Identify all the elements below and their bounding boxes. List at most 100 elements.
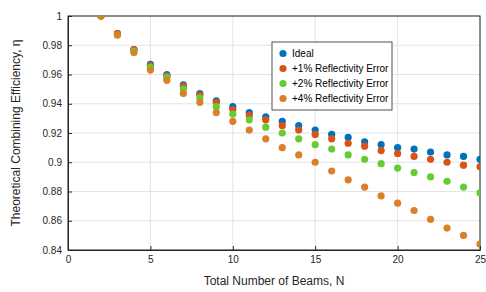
legend-label: Ideal [292, 48, 314, 59]
legend-label: +2% Reflectivity Error [292, 78, 389, 89]
y-tick-mark [68, 221, 72, 222]
legend-box [272, 42, 392, 110]
point [279, 144, 286, 151]
y-tick-label: 0.92 [43, 128, 63, 139]
plot-frame [68, 16, 480, 250]
y-tick-mark [68, 45, 72, 46]
x-tick-label: 20 [393, 254, 405, 265]
point [394, 150, 401, 157]
point [476, 163, 480, 170]
point [246, 116, 253, 123]
series [97, 16, 480, 197]
point [196, 99, 203, 106]
y-tick-mark [68, 75, 72, 76]
point [427, 216, 434, 223]
point [443, 151, 450, 158]
plot-background [68, 16, 480, 250]
point [262, 116, 269, 123]
x-tick-mark [233, 246, 234, 250]
point [427, 148, 434, 155]
point [361, 184, 368, 191]
y-tick-mark [68, 192, 72, 193]
y-tick-mark [68, 162, 72, 163]
legend-label: +1% Reflectivity Error [292, 63, 389, 74]
point [410, 207, 417, 214]
x-tick-label: 25 [475, 254, 486, 265]
point [443, 178, 450, 185]
grid-line-y [68, 133, 480, 134]
point [476, 241, 480, 248]
point [180, 90, 187, 97]
point [279, 122, 286, 129]
series [97, 16, 480, 170]
point [410, 145, 417, 152]
y-tick-label: 1 [56, 11, 62, 22]
x-tick: 5 [148, 246, 154, 265]
x-tick: 15 [310, 246, 322, 265]
x-axis: 0510152025 [66, 246, 486, 265]
point [147, 67, 154, 74]
point [345, 151, 352, 158]
point [262, 124, 269, 131]
series [97, 16, 480, 163]
point [279, 129, 286, 136]
point [378, 147, 385, 154]
legend-marker [279, 95, 286, 102]
x-tick: 10 [228, 246, 240, 265]
x-tick-label: 15 [310, 254, 322, 265]
y-tick-label: 0.94 [43, 98, 63, 109]
point [163, 77, 170, 84]
point [427, 173, 434, 180]
point [394, 165, 401, 172]
point [312, 159, 319, 166]
point [361, 143, 368, 150]
grid [68, 16, 480, 250]
point [345, 140, 352, 147]
y-tick-label: 0.9 [48, 157, 62, 168]
chart: 05101520250.840.860.880.90.920.940.960.9… [0, 0, 486, 292]
point [97, 16, 104, 20]
point [476, 156, 480, 163]
point [262, 135, 269, 142]
point [295, 135, 302, 142]
series [97, 16, 480, 248]
legend-marker [279, 50, 286, 57]
legend-label: +4% Reflectivity Error [292, 93, 389, 104]
y-axis-title: Theoretical Combining Efficiency, η [9, 40, 23, 227]
point [229, 110, 236, 117]
point [229, 118, 236, 125]
point [410, 153, 417, 160]
point [295, 126, 302, 133]
point [460, 162, 467, 169]
grid-line-y [68, 162, 480, 163]
point [361, 156, 368, 163]
point [443, 224, 450, 231]
legend-marker [279, 65, 286, 72]
y-tick-label: 0.88 [43, 186, 63, 197]
y-tick-label: 0.96 [43, 69, 63, 80]
point [97, 16, 104, 20]
point [328, 135, 335, 142]
grid-line-y [68, 191, 480, 192]
grid-line-y [68, 220, 480, 221]
y-tick-label: 0.84 [43, 245, 63, 256]
point [114, 31, 121, 38]
point [443, 159, 450, 166]
point [410, 169, 417, 176]
x-tick: 20 [393, 246, 405, 265]
y-tick-label: 0.86 [43, 215, 63, 226]
point [312, 141, 319, 148]
point [378, 192, 385, 199]
point [328, 145, 335, 152]
point [312, 131, 319, 138]
y-tick-mark [68, 133, 72, 134]
point [97, 16, 104, 20]
point [476, 189, 480, 196]
point [295, 151, 302, 158]
point [460, 184, 467, 191]
point [460, 153, 467, 160]
point [345, 176, 352, 183]
point [213, 109, 220, 116]
x-tick-label: 10 [228, 254, 240, 265]
x-axis-title: Total Number of Beams, N [204, 274, 345, 288]
